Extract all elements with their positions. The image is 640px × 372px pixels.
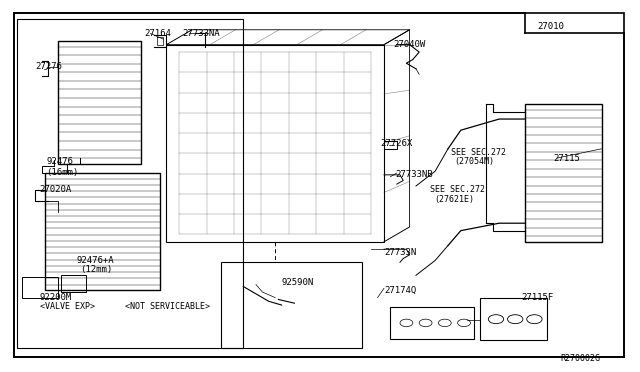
Text: 27174Q: 27174Q <box>384 286 416 295</box>
Text: 27733NA: 27733NA <box>182 29 220 38</box>
Text: 27010: 27010 <box>538 22 564 31</box>
Text: (27054M): (27054M) <box>454 157 494 166</box>
Text: SEE SEC.272: SEE SEC.272 <box>430 185 485 194</box>
Text: 92476+A: 92476+A <box>77 256 115 265</box>
Text: 27020A: 27020A <box>40 185 72 194</box>
Text: <NOT SERVICEABLE>: <NOT SERVICEABLE> <box>125 302 210 311</box>
Text: (12mm): (12mm) <box>80 265 112 274</box>
Text: 27115F: 27115F <box>522 293 554 302</box>
Text: (27621E): (27621E) <box>434 195 474 203</box>
Text: 27733NB: 27733NB <box>395 170 433 179</box>
Text: 92200M: 92200M <box>40 293 72 302</box>
Text: 92476: 92476 <box>46 157 73 166</box>
Text: 27733N: 27733N <box>384 248 416 257</box>
Text: 27115: 27115 <box>554 154 580 163</box>
Text: SEE SEC.272: SEE SEC.272 <box>451 148 506 157</box>
Text: 27276: 27276 <box>35 62 62 71</box>
Text: 27164: 27164 <box>144 29 171 38</box>
Text: 92590N: 92590N <box>282 278 314 287</box>
Text: 27726X: 27726X <box>381 139 413 148</box>
Text: R270002G: R270002G <box>560 355 600 363</box>
Text: (16mm): (16mm) <box>46 169 78 177</box>
Text: <VALVE EXP>: <VALVE EXP> <box>40 302 95 311</box>
Text: 27040W: 27040W <box>394 40 426 49</box>
